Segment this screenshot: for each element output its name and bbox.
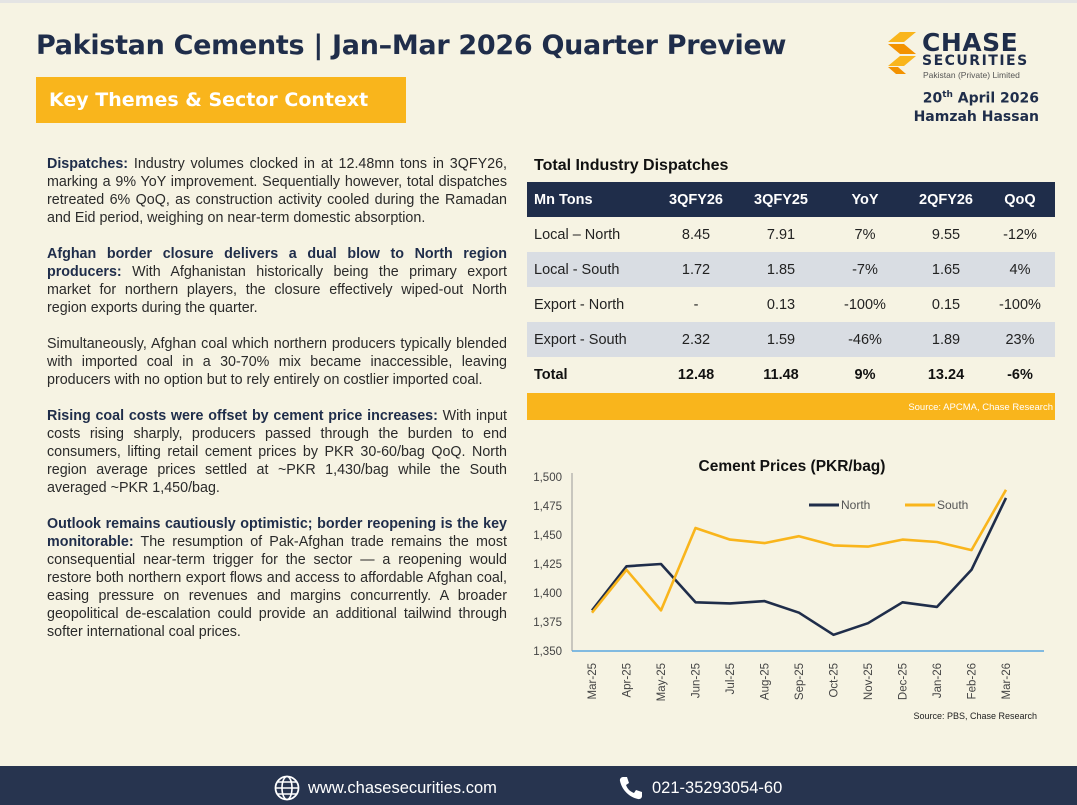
x-tick-label: Sep-25 <box>794 663 806 700</box>
x-tick-label: Mar-26 <box>1001 663 1013 699</box>
table-cell: 2.32 <box>653 322 739 357</box>
table-cell: -100% <box>999 296 1041 313</box>
y-tick-label: 1,425 <box>533 559 562 571</box>
table-cell: Local - South <box>527 252 653 287</box>
key-themes-text: Dispatches: Industry volumes clocked in … <box>47 155 507 659</box>
report-meta: 20th April 2026 Hamzah Hassan <box>914 86 1039 126</box>
cement-price-chart: Cement Prices (PKR/bag) 1,350 1,375 1,400 1… <box>533 458 1044 721</box>
table-cell: 9% <box>854 366 876 383</box>
table-cell: 0.13 <box>766 296 796 313</box>
y-tick-label: 1,400 <box>533 588 562 600</box>
table-cell: 7% <box>854 226 876 243</box>
x-tick-label: Oct-25 <box>829 663 841 698</box>
column-header: 3QFY26 <box>653 182 739 217</box>
table-cell: 1.85 <box>739 252 823 287</box>
report-date: 20th April 2026 <box>922 90 1039 107</box>
report-author: Hamzah Hassan <box>913 108 1039 125</box>
table-cell: 1.72 <box>653 252 739 287</box>
x-tick-label: May-25 <box>656 663 668 701</box>
table-cell: 11.48 <box>763 366 799 383</box>
theme-paragraph: Dispatches: Industry volumes clocked in … <box>47 156 507 226</box>
dispatch-table-title: Total Industry Dispatches <box>534 157 729 174</box>
theme-paragraph: Afghan border closure delivers a dual bl… <box>47 246 507 316</box>
table-cell: 1.65 <box>907 252 985 287</box>
dispatch-table: Mn Tons 3QFY26 3QFY25 YoY 2QFY26 QoQ Loc… <box>527 182 1055 392</box>
logo-subtitle: Pakistan (Private) Limited <box>923 70 1020 80</box>
phone-icon <box>619 777 642 800</box>
table-cell: Total <box>534 366 568 383</box>
table-cell: 0.15 <box>931 296 961 313</box>
table-cell: Local – North <box>534 226 621 243</box>
table-row: Export - South 2.32 1.59 -46% 1.89 23% <box>527 322 1055 357</box>
x-tick-label: Feb-26 <box>967 663 979 699</box>
x-tick-label: Jul-25 <box>725 663 737 694</box>
table-cell: 12.48 <box>677 366 715 383</box>
footer-phone[interactable]: 021-35293054-60 <box>618 775 782 801</box>
chart-source: Source: PBS, Chase Research <box>913 711 1037 721</box>
y-tick-label: 1,475 <box>533 501 562 513</box>
footer-website[interactable]: www.chasesecurities.com <box>274 775 497 801</box>
theme-paragraph: Simultaneously, Afghan coal which northe… <box>47 336 507 388</box>
x-tick-label: Jun-25 <box>691 663 703 698</box>
table-cell: 13.24 <box>927 366 965 383</box>
column-header: Mn Tons <box>527 182 653 217</box>
table-cell: -46% <box>823 322 907 357</box>
table-cell: -100% <box>844 296 886 313</box>
page-title: Pakistan Cements | Jan–Mar 2026 Quarter … <box>36 30 787 61</box>
section-banner: Key Themes & Sector Context <box>36 77 406 123</box>
table-cell: 9.55 <box>931 226 961 243</box>
footer-bar: www.chasesecurities.com 021-35293054-60 <box>0 766 1077 805</box>
top-rule <box>0 0 1077 3</box>
table-cell: Export - North <box>534 296 625 313</box>
y-tick-label: 1,450 <box>533 530 562 542</box>
table-cell: -7% <box>823 252 907 287</box>
y-tick-label: 1,375 <box>533 617 562 629</box>
table-cell: -12% <box>1003 226 1037 243</box>
theme-paragraph: Outlook remains cautiously optimistic; b… <box>47 516 507 640</box>
table-row: Local - South 1.72 1.85 -7% 1.65 4% <box>527 252 1055 287</box>
chase-logo-mark-icon <box>888 32 916 74</box>
table-row: Local – North 8.45 7.91 7% 9.55 -12% <box>527 217 1055 252</box>
table-cell: 1.89 <box>907 322 985 357</box>
x-tick-label: Aug-25 <box>760 663 772 700</box>
logo-wordmark-securities: SECURITIES <box>922 53 1029 69</box>
x-tick-label: Nov-25 <box>863 663 875 700</box>
table-cell: Export - South <box>527 322 653 357</box>
column-header: YoY <box>823 182 907 217</box>
phone-number[interactable]: 021-35293054-60 <box>652 778 783 797</box>
table-cell: 23% <box>985 322 1055 357</box>
column-header: 2QFY26 <box>907 182 985 217</box>
table-total-row: Total 12.48 11.48 9% 13.24 -6% <box>527 357 1055 392</box>
column-header: QoQ <box>985 182 1055 217</box>
x-tick-label: Dec-25 <box>898 663 910 700</box>
table-cell: 7.91 <box>766 226 796 243</box>
x-tick-label: Apr-25 <box>622 663 634 698</box>
chart-title: Cement Prices (PKR/bag) <box>699 458 886 475</box>
table-cell: 8.45 <box>681 226 711 243</box>
table-cell: - <box>693 296 699 313</box>
y-tick-label: 1,350 <box>533 646 562 658</box>
series-line-south <box>590 489 1008 614</box>
table-row: Export - North - 0.13 -100% 0.15 -100% <box>527 287 1055 322</box>
chase-logo: CHASE SECURITIES Pakistan (Private) Limi… <box>886 30 1046 82</box>
table-cell: -6% <box>1007 366 1033 383</box>
x-tick-label: Mar-25 <box>587 663 599 699</box>
y-tick-label: 1,500 <box>533 472 562 484</box>
table-source: Source: APCMA, Chase Research <box>527 393 1055 420</box>
legend-label-north: North <box>841 498 870 512</box>
legend-label-south: South <box>937 498 968 512</box>
x-tick-label: Jan-26 <box>932 663 944 698</box>
logo-wordmark-chase: CHASE <box>922 28 1019 57</box>
website-link[interactable]: www.chasesecurities.com <box>308 778 497 797</box>
table-cell: 1.59 <box>739 322 823 357</box>
table-cell: 4% <box>985 252 1055 287</box>
series-line-north <box>590 497 1008 637</box>
theme-paragraph: Rising coal costs were offset by cement … <box>47 408 508 496</box>
column-header: 3QFY25 <box>739 182 823 217</box>
globe-icon <box>274 775 300 801</box>
table-header-row: Mn Tons 3QFY26 3QFY25 YoY 2QFY26 QoQ <box>527 182 1055 217</box>
